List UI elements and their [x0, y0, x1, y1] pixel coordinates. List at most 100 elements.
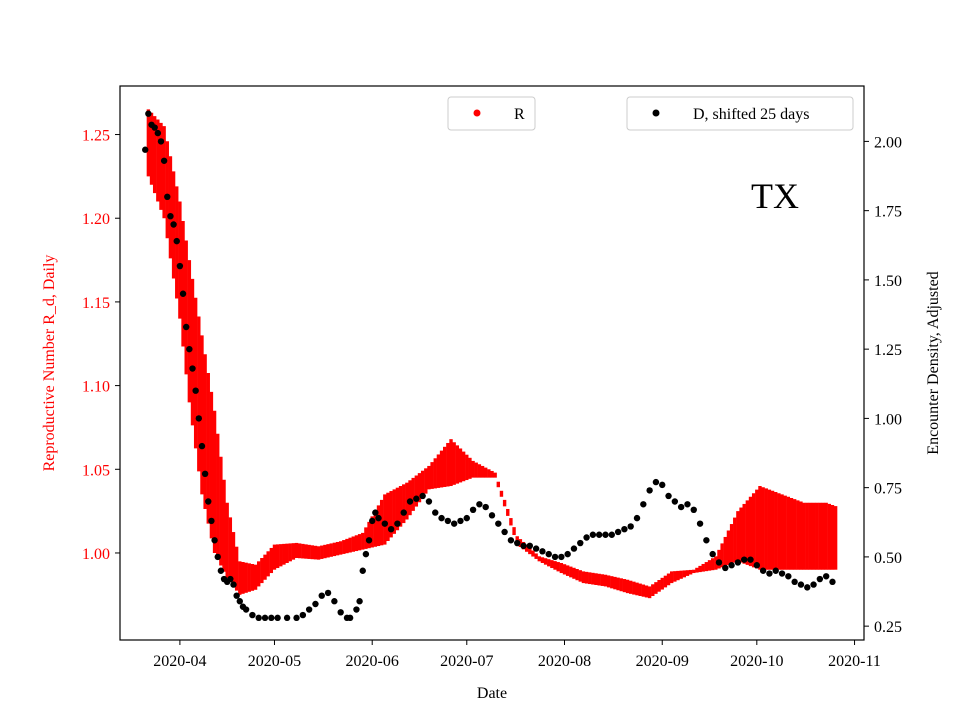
x-tick-label: 2020-09 — [636, 653, 689, 670]
d-point — [346, 614, 354, 622]
d-point — [614, 528, 622, 536]
d-point — [324, 589, 332, 597]
right-y-tick-label: 2.00 — [874, 134, 902, 151]
d-point — [722, 564, 729, 572]
right-y-axis-label: Encounter Density, Adjusted — [925, 271, 942, 454]
d-point — [558, 553, 565, 561]
d-point — [570, 545, 578, 552]
right-y-tick-label: 0.50 — [874, 550, 902, 567]
right-y-tick-label: 1.25 — [874, 342, 902, 359]
d-point — [356, 598, 363, 605]
x-tick-label: 2020-11 — [828, 653, 881, 670]
d-point — [173, 237, 180, 245]
d-point — [759, 567, 767, 574]
d-point — [419, 492, 426, 500]
x-tick-label: 2020-06 — [346, 653, 399, 670]
d-point — [703, 537, 710, 544]
d-point — [785, 573, 792, 580]
d-point — [208, 517, 215, 525]
d-point — [709, 550, 716, 558]
d-point — [183, 323, 190, 331]
d-point — [608, 531, 615, 538]
legend-d-marker — [652, 109, 660, 117]
right-y-tick-label: 0.25 — [874, 619, 902, 636]
right-y-tick-label: 1.00 — [874, 411, 902, 428]
d-point — [514, 539, 521, 547]
d-point — [195, 415, 203, 422]
d-point — [167, 212, 174, 220]
d-point — [690, 506, 697, 514]
d-point — [261, 614, 269, 622]
d-point — [242, 606, 250, 613]
d-point — [595, 531, 603, 538]
d-point — [747, 556, 754, 563]
d-point — [829, 578, 836, 586]
d-point — [816, 575, 824, 583]
d-point — [362, 550, 370, 558]
d-point — [652, 478, 660, 486]
legend-r-marker — [473, 109, 481, 117]
d-point — [305, 606, 313, 613]
d-point — [331, 598, 338, 605]
d-point — [400, 509, 407, 516]
d-point — [255, 614, 262, 622]
legend-d-frame — [626, 96, 854, 131]
d-point — [154, 129, 162, 137]
d-point — [577, 539, 584, 547]
d-point — [236, 598, 243, 605]
d-point — [627, 523, 634, 530]
d-point — [633, 514, 641, 522]
d-point — [822, 573, 830, 580]
d-point — [268, 614, 275, 622]
d-point — [164, 193, 171, 200]
d-point — [353, 606, 360, 613]
d-point — [179, 290, 187, 297]
d-point — [432, 509, 439, 516]
right-y-tick-label: 1.50 — [874, 273, 902, 290]
legend-r-frame — [447, 96, 536, 131]
d-point — [299, 611, 307, 619]
x-tick-label: 2020-10 — [730, 653, 783, 670]
d-point — [532, 545, 540, 552]
d-point — [394, 520, 401, 527]
right-y-tick-label: 1.75 — [874, 204, 902, 221]
d-point — [495, 520, 502, 527]
state-annotation: TX — [751, 176, 799, 216]
d-point — [564, 550, 571, 558]
d-point — [488, 512, 496, 519]
d-point — [507, 537, 515, 544]
legend-d: D, shifted 25 days — [626, 96, 854, 131]
d-point — [665, 492, 672, 500]
d-point — [583, 534, 590, 541]
d-point — [318, 592, 325, 599]
d-point — [186, 345, 193, 353]
d-point — [359, 567, 366, 574]
d-point — [469, 506, 477, 514]
d-point — [444, 517, 452, 525]
d-point — [381, 520, 389, 527]
d-point — [545, 550, 552, 558]
d-point — [176, 262, 184, 270]
left-y-tick-label: 1.10 — [82, 379, 110, 396]
d-point — [589, 531, 597, 538]
d-point — [170, 221, 177, 228]
d-point — [457, 517, 464, 525]
d-point — [520, 542, 527, 550]
d-point — [425, 498, 433, 505]
d-point — [646, 487, 653, 494]
d-point — [413, 495, 420, 502]
d-point — [797, 581, 805, 588]
legend-r-label: R — [514, 106, 525, 123]
d-point — [211, 537, 218, 544]
plot-layer — [142, 109, 838, 622]
d-point — [791, 578, 798, 586]
d-point — [526, 542, 534, 550]
d-point — [274, 614, 281, 622]
d-point — [145, 110, 152, 117]
d-point — [369, 517, 376, 525]
x-tick-label: 2020-08 — [538, 653, 591, 670]
d-point — [671, 498, 679, 505]
d-point — [463, 514, 470, 522]
left-y-tick-label: 1.25 — [82, 128, 110, 145]
d-point — [804, 584, 811, 591]
